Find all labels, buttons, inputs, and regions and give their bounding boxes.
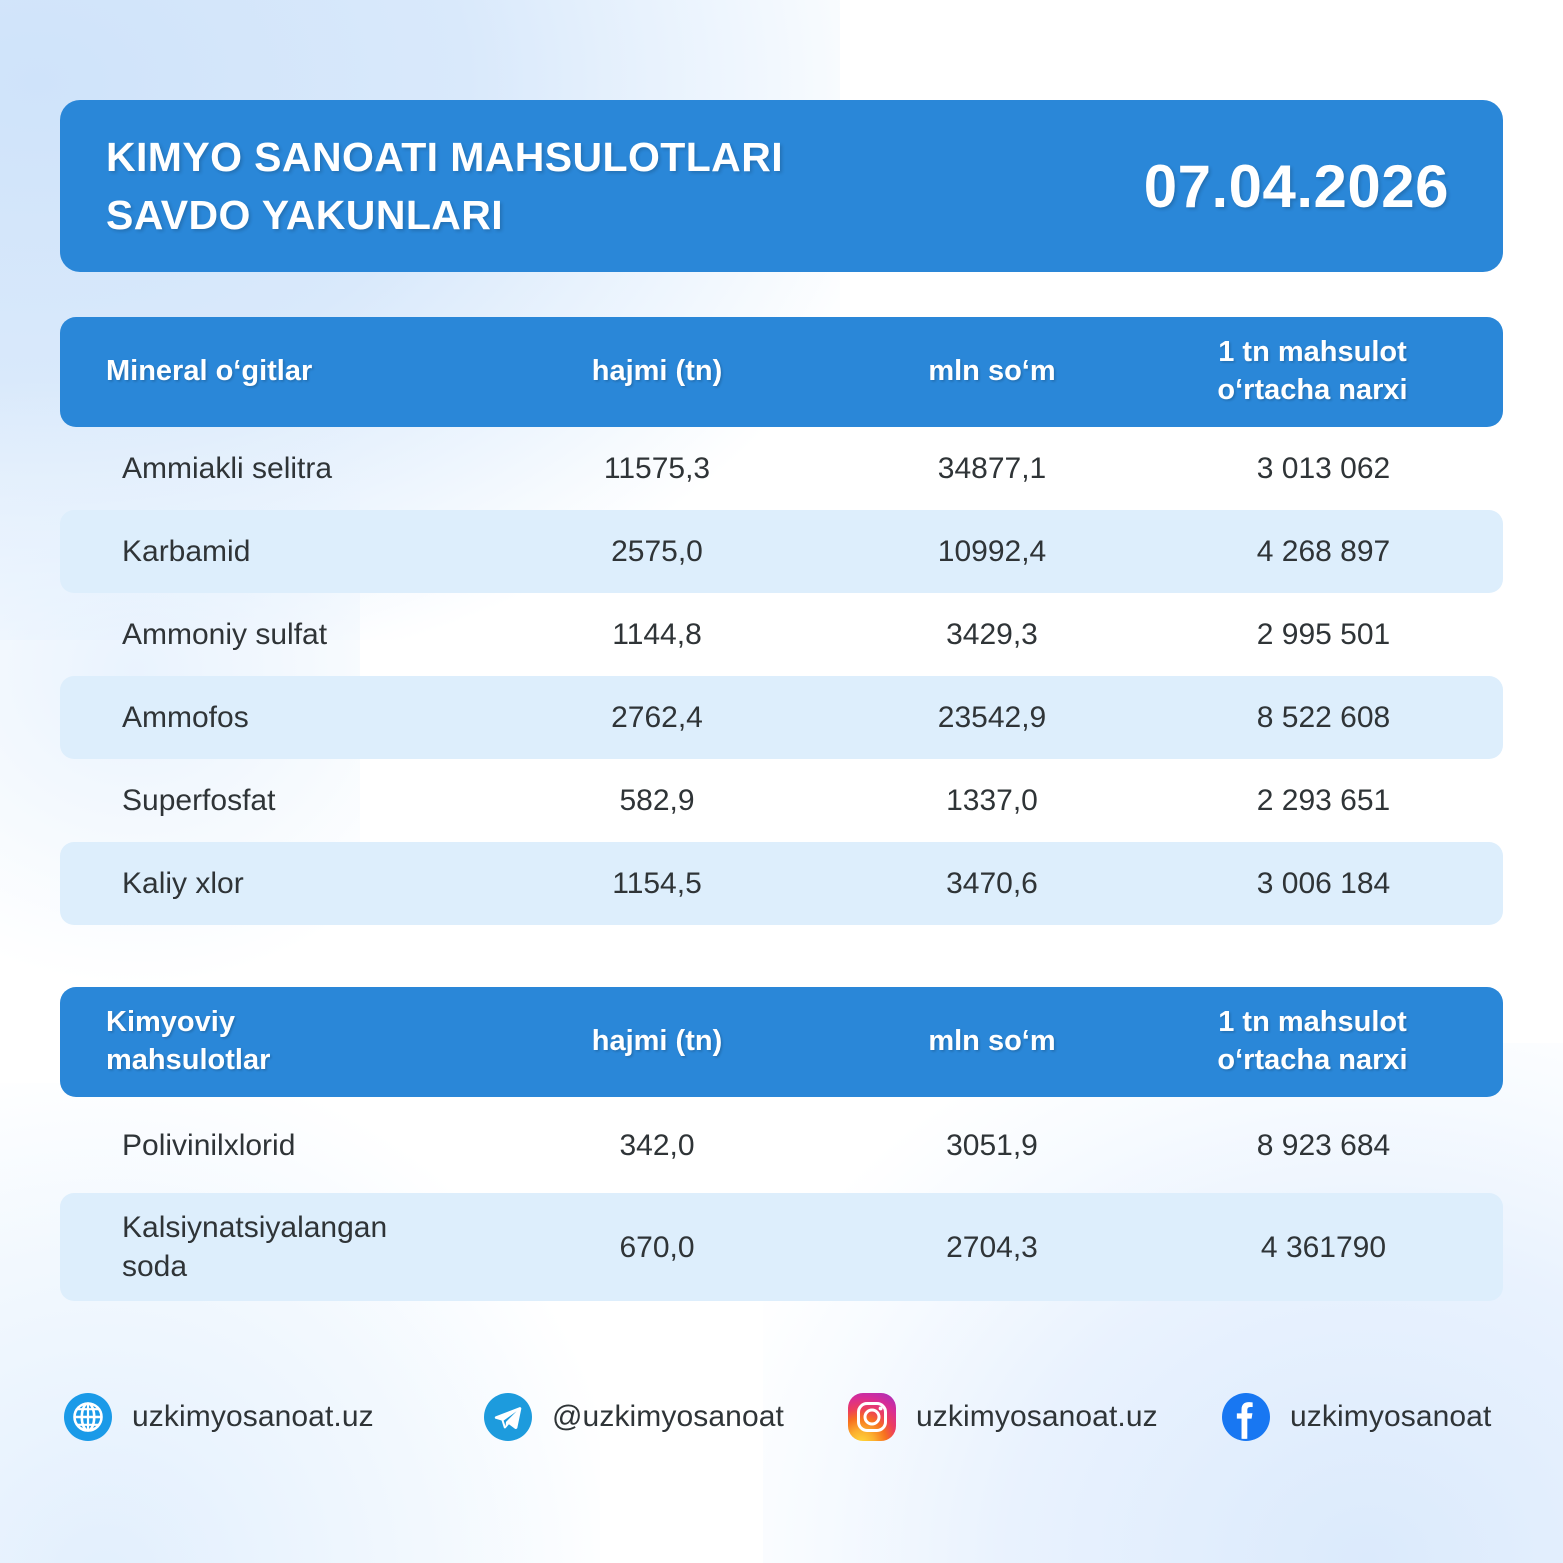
social-label-telegram: @uzkimyosanoat bbox=[552, 1400, 784, 1433]
report-date: 07.04.2026 bbox=[1143, 152, 1449, 220]
cell-sum: 3429,3 bbox=[946, 618, 1038, 651]
column-header-volume: hajmi (tn) bbox=[591, 355, 723, 388]
globe-icon bbox=[64, 1393, 112, 1441]
cell-volume: 1144,8 bbox=[612, 618, 702, 651]
table-chemical-products: Kimyoviy mahsulotlar hajmi (tn) mln so‘m… bbox=[60, 987, 1503, 1301]
cell-sum: 1337,0 bbox=[946, 784, 1038, 817]
cell-price: 3 006 184 bbox=[1256, 867, 1391, 900]
cell-sum: 3051,9 bbox=[946, 1128, 1038, 1162]
column-header-name: Kimyoviy mahsulotlar bbox=[106, 1006, 271, 1076]
cell-volume: 11575,3 bbox=[603, 452, 711, 485]
cell-sum: 3470,6 bbox=[946, 867, 1038, 900]
cell-volume: 342,0 bbox=[619, 1128, 695, 1162]
table-row: Karbamid 2575,0 10992,4 4 268 897 bbox=[60, 510, 1503, 593]
table-row: Polivinilxlorid 342,0 3051,9 8 923 684 bbox=[60, 1097, 1503, 1193]
social-label-instagram: uzkimyosanoat.uz bbox=[916, 1400, 1158, 1433]
cell-sum: 2704,3 bbox=[946, 1230, 1038, 1264]
cell-product-name: Kaliy xlor bbox=[122, 867, 244, 900]
social-label-facebook: uzkimyosanoat bbox=[1290, 1400, 1492, 1433]
table-row: Ammiakli selitra 11575,3 34877,1 3 013 0… bbox=[60, 427, 1503, 510]
table-header-row: Kimyoviy mahsulotlar hajmi (tn) mln so‘m… bbox=[60, 987, 1503, 1097]
table-row: Superfosfat 582,9 1337,0 2 293 651 bbox=[60, 759, 1503, 842]
column-header-volume: hajmi (tn) bbox=[591, 1025, 723, 1058]
cell-product-name: Superfosfat bbox=[122, 784, 276, 817]
column-header-price: 1 tn mahsulot o‘rtacha narxi bbox=[1217, 336, 1408, 406]
cell-price: 2 995 501 bbox=[1256, 618, 1391, 651]
cell-product-name: Ammofos bbox=[122, 701, 249, 734]
instagram-icon bbox=[848, 1393, 896, 1441]
facebook-icon bbox=[1222, 1393, 1270, 1441]
social-link-telegram[interactable]: @uzkimyosanoat bbox=[484, 1393, 848, 1441]
page-title: KIMYO SANOATI MAHSULOTLARI SAVDO YAKUNLA… bbox=[106, 133, 783, 238]
table-row: Ammofos 2762,4 23542,9 8 522 608 bbox=[60, 676, 1503, 759]
cell-price: 8 522 608 bbox=[1256, 701, 1391, 734]
telegram-icon bbox=[484, 1393, 532, 1441]
cell-product-name: Ammiakli selitra bbox=[122, 452, 333, 485]
table-mineral-fertilizers: Mineral o‘gitlar hajmi (tn) mln so‘m 1 t… bbox=[60, 317, 1503, 925]
cell-volume: 2575,0 bbox=[611, 535, 703, 568]
header-banner: KIMYO SANOATI MAHSULOTLARI SAVDO YAKUNLA… bbox=[60, 100, 1503, 272]
table-row: Kalsiynatsiyalangan soda 670,0 2704,3 4 … bbox=[60, 1193, 1503, 1301]
social-link-website[interactable]: uzkimyosanoat.uz bbox=[60, 1393, 484, 1441]
cell-sum: 10992,4 bbox=[937, 535, 1047, 568]
cell-price: 2 293 651 bbox=[1256, 784, 1391, 817]
column-header-sum: mln so‘m bbox=[928, 355, 1056, 388]
cell-price: 4 361790 bbox=[1260, 1230, 1387, 1264]
cell-sum: 23542,9 bbox=[937, 701, 1047, 734]
cell-price: 3 013 062 bbox=[1256, 452, 1391, 485]
cell-product-name: Polivinilxlorid bbox=[122, 1128, 296, 1162]
cell-product-name: Karbamid bbox=[122, 535, 251, 568]
table-row: Ammoniy sulfat 1144,8 3429,3 2 995 501 bbox=[60, 593, 1503, 676]
cell-sum: 34877,1 bbox=[937, 452, 1047, 485]
social-label-website: uzkimyosanoat.uz bbox=[132, 1400, 374, 1433]
table-row: Kaliy xlor 1154,5 3470,6 3 006 184 bbox=[60, 842, 1503, 925]
column-header-price: 1 tn mahsulot o‘rtacha narxi bbox=[1217, 1006, 1408, 1076]
social-link-instagram[interactable]: uzkimyosanoat.uz bbox=[848, 1393, 1222, 1441]
table-header-row: Mineral o‘gitlar hajmi (tn) mln so‘m 1 t… bbox=[60, 317, 1503, 427]
cell-volume: 582,9 bbox=[619, 784, 695, 817]
cell-price: 8 923 684 bbox=[1256, 1128, 1391, 1162]
column-header-sum: mln so‘m bbox=[928, 1025, 1056, 1058]
cell-volume: 1154,5 bbox=[612, 867, 702, 900]
column-header-name: Mineral o‘gitlar bbox=[106, 355, 313, 388]
cell-product-name: Ammoniy sulfat bbox=[122, 618, 328, 651]
cell-volume: 2762,4 bbox=[611, 701, 703, 734]
cell-price: 4 268 897 bbox=[1256, 535, 1391, 568]
footer-social-bar: uzkimyosanoat.uz @uzkimyosanoat bbox=[60, 1393, 1503, 1441]
social-link-facebook[interactable]: uzkimyosanoat bbox=[1222, 1393, 1503, 1441]
cell-product-name: Kalsiynatsiyalangan soda bbox=[122, 1211, 388, 1283]
cell-volume: 670,0 bbox=[619, 1230, 695, 1264]
